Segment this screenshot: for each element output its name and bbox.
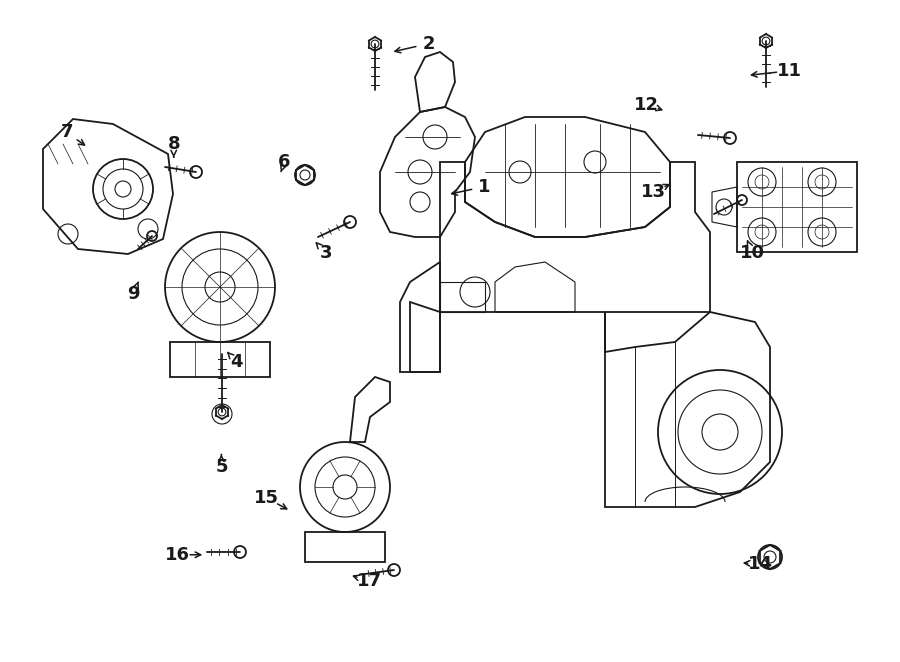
Text: 13: 13 [641, 183, 666, 201]
Text: 5: 5 [215, 458, 228, 477]
Text: 8: 8 [167, 135, 180, 154]
Text: 7: 7 [60, 123, 73, 142]
Text: 12: 12 [634, 95, 659, 114]
Text: 14: 14 [748, 555, 773, 573]
Text: 11: 11 [777, 62, 802, 80]
Text: 10: 10 [740, 244, 765, 262]
Text: 15: 15 [254, 489, 279, 507]
Text: 3: 3 [320, 244, 332, 262]
Text: 1: 1 [478, 177, 491, 196]
Text: 6: 6 [278, 153, 291, 171]
Text: 17: 17 [356, 572, 382, 591]
Text: 2: 2 [422, 34, 435, 53]
Text: 9: 9 [127, 285, 140, 303]
Text: 16: 16 [165, 545, 190, 564]
Text: 4: 4 [230, 353, 243, 371]
